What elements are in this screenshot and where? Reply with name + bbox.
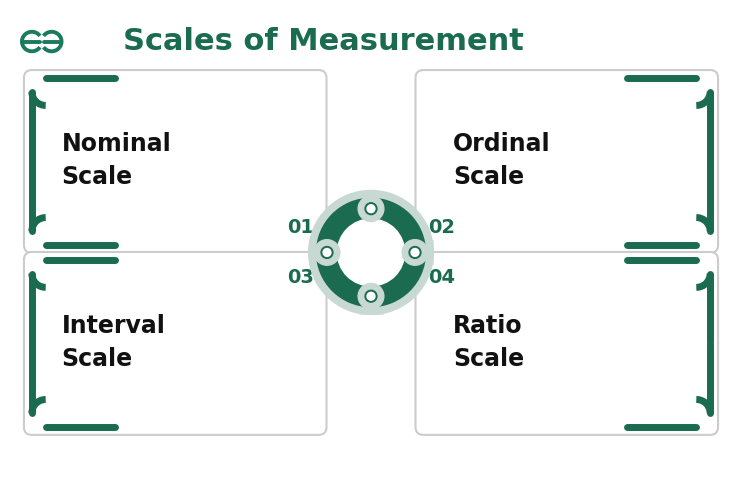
- Circle shape: [367, 205, 375, 212]
- FancyBboxPatch shape: [416, 252, 718, 435]
- FancyBboxPatch shape: [24, 70, 326, 253]
- Circle shape: [323, 248, 331, 256]
- Circle shape: [314, 240, 340, 265]
- Circle shape: [411, 248, 419, 256]
- Circle shape: [358, 196, 384, 222]
- Circle shape: [309, 190, 433, 314]
- Circle shape: [321, 246, 333, 258]
- Text: 01: 01: [287, 218, 315, 237]
- Circle shape: [367, 292, 375, 300]
- FancyBboxPatch shape: [24, 252, 326, 435]
- Circle shape: [338, 219, 404, 286]
- Text: Interval
Scale: Interval Scale: [62, 314, 165, 372]
- Circle shape: [402, 240, 428, 265]
- Circle shape: [409, 246, 421, 258]
- Circle shape: [365, 290, 377, 302]
- Text: Ratio
Scale: Ratio Scale: [453, 314, 524, 372]
- Text: Scales of Measurement: Scales of Measurement: [123, 27, 524, 56]
- Circle shape: [365, 203, 377, 214]
- Text: 04: 04: [427, 268, 455, 287]
- Text: Nominal
Scale: Nominal Scale: [62, 132, 171, 190]
- Circle shape: [358, 284, 384, 309]
- Text: 02: 02: [427, 218, 455, 237]
- FancyBboxPatch shape: [416, 70, 718, 253]
- Text: 03: 03: [287, 268, 314, 287]
- Text: Ordinal
Scale: Ordinal Scale: [453, 132, 551, 190]
